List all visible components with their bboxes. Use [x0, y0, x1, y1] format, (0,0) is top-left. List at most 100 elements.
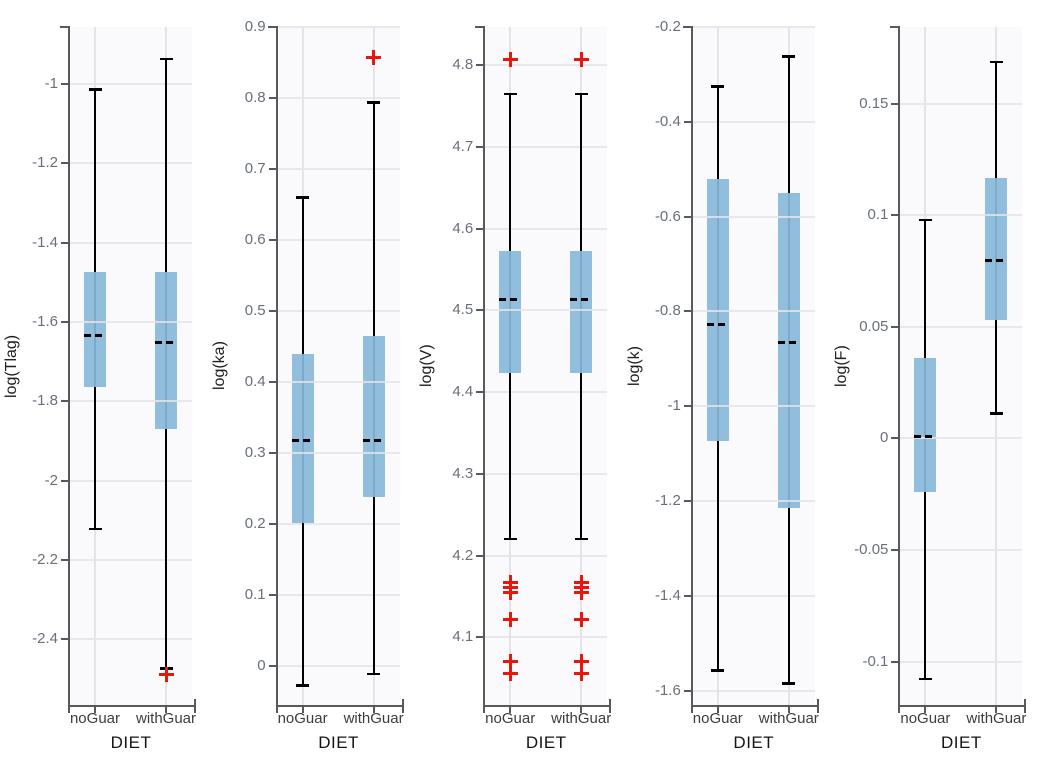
panel-logtlag: -1 -1.2 -1.4 -1.6 -1.8 -2 -2.2 -2.4 noGuar withGu…: [0, 0, 208, 765]
box-center-gridline: [372, 335, 375, 497]
x-axis-spine: [68, 705, 196, 707]
panel-logf: 0.15 0.1 0.05 0 -0.05 -0.1 noGuar withGuar DIET l…: [830, 0, 1038, 765]
whisker-upper: [716, 86, 719, 179]
y-tick-mark: [268, 593, 276, 596]
x-tick-mark: [372, 707, 375, 713]
gridline-h: [692, 594, 815, 597]
outlier-v-bar: [372, 50, 376, 66]
y-tick-label: -1.4: [32, 233, 58, 251]
median-line: [570, 297, 593, 301]
y-tick-label: 0.1: [244, 585, 266, 603]
gridline-h: [70, 320, 192, 323]
whisker-cap-top: [296, 196, 310, 199]
y-tick-label: -0.05: [854, 540, 889, 558]
gridline-h: [70, 241, 192, 244]
x-axis-title: DIET: [941, 733, 982, 752]
whisker-cap-top: [782, 55, 796, 58]
gridline-h: [900, 214, 1023, 217]
y-tick-label: -1.2: [32, 154, 58, 172]
y-tick-label: 4.6: [452, 219, 474, 237]
y-tick-label: -1.6: [654, 681, 681, 699]
y-tick-mark: [891, 325, 899, 328]
outlier-marker: [573, 665, 589, 681]
gridline-h: [70, 479, 192, 482]
y-tick-mark: [683, 120, 691, 123]
x-tick-mark: [165, 707, 167, 713]
x-tick-mark: [816, 707, 819, 713]
x-tick-mark: [194, 707, 196, 713]
panel-logk: -0.2 -0.4 -0.6 -0.8 -1 -1.2 -1.4 -1.6 noGuar with…: [623, 0, 831, 765]
whisker-cap-bottom: [296, 684, 310, 687]
y-tick-mark: [683, 594, 691, 597]
median-line: [499, 297, 522, 301]
y-tick-mark: [61, 638, 68, 641]
gridline-h: [485, 146, 608, 149]
gridline-h: [692, 405, 815, 408]
whisker-cap-top: [503, 92, 517, 96]
x-tick-mark: [275, 707, 278, 713]
median-line: [706, 323, 729, 327]
outlier-v-bar: [508, 654, 512, 670]
y-tick-mark: [891, 660, 899, 663]
y-axis-title: log(ka): [210, 341, 228, 391]
category-label-withGuar: withGuar: [758, 710, 819, 727]
y-tick-label: 0: [257, 656, 266, 674]
x-tick-mark: [609, 707, 612, 713]
outlier-v-bar: [579, 665, 583, 681]
y-tick-label: 0: [880, 429, 889, 447]
x-tick-mark: [580, 707, 583, 713]
whisker-upper: [301, 197, 304, 354]
gridline-h: [70, 638, 192, 641]
x-tick-mark: [94, 707, 96, 713]
y-tick-label: 0.3: [244, 443, 266, 461]
y-tick-label: -1.6: [32, 312, 58, 330]
y-tick-mark: [268, 167, 276, 170]
whisker-cap-bottom: [989, 412, 1003, 415]
y-tick-mark: [891, 548, 899, 551]
y-tick-mark: [61, 320, 68, 323]
y-tick-label: -1.4: [654, 586, 681, 604]
whisker-cap-top: [367, 101, 381, 104]
category-label-withGuar: withGuar: [966, 710, 1027, 727]
y-tick-mark: [683, 26, 691, 28]
gridline-h: [692, 689, 815, 692]
gridline-h: [277, 593, 400, 596]
median-line: [985, 258, 1008, 262]
gridline-h: [70, 162, 192, 165]
y-tick-mark: [268, 309, 276, 312]
median-line: [777, 340, 800, 344]
whisker-lower: [716, 440, 719, 671]
whisker-lower: [301, 522, 304, 686]
y-tick-label: 0.9: [244, 18, 266, 35]
y-tick-mark: [268, 522, 276, 525]
outlier-marker: [366, 50, 382, 66]
gridline-h: [692, 215, 815, 218]
x-axis-title: DIET: [525, 733, 567, 752]
y-axis-spine: [690, 27, 693, 707]
median-line: [155, 341, 177, 345]
whisker-cap-top: [159, 57, 173, 61]
gridline-h: [485, 472, 608, 475]
y-tick-label: -1: [44, 75, 58, 93]
x-tick-mark: [68, 707, 70, 713]
plot-area: [277, 26, 400, 705]
whisker-cap-top: [989, 60, 1003, 64]
outlier-v-bar: [579, 52, 583, 68]
gridline-h: [485, 227, 608, 230]
whisker-lower: [94, 386, 96, 530]
whisker-cap-top: [88, 88, 102, 91]
whisker-upper: [372, 102, 375, 336]
gridline-h: [692, 120, 815, 123]
gridline-h: [277, 96, 400, 99]
y-tick-mark: [268, 238, 276, 241]
y-tick-mark: [268, 96, 276, 99]
y-tick-label: 0.4: [244, 372, 266, 390]
y-axis-spine: [68, 27, 70, 707]
y-tick-mark: [61, 558, 68, 561]
y-tick-label: 4.1: [452, 628, 474, 646]
gridline-h: [900, 325, 1023, 328]
gridline-h: [277, 522, 400, 525]
y-tick-label: 4.2: [452, 546, 474, 564]
x-tick-mark: [301, 707, 304, 713]
whisker-upper: [787, 56, 790, 193]
